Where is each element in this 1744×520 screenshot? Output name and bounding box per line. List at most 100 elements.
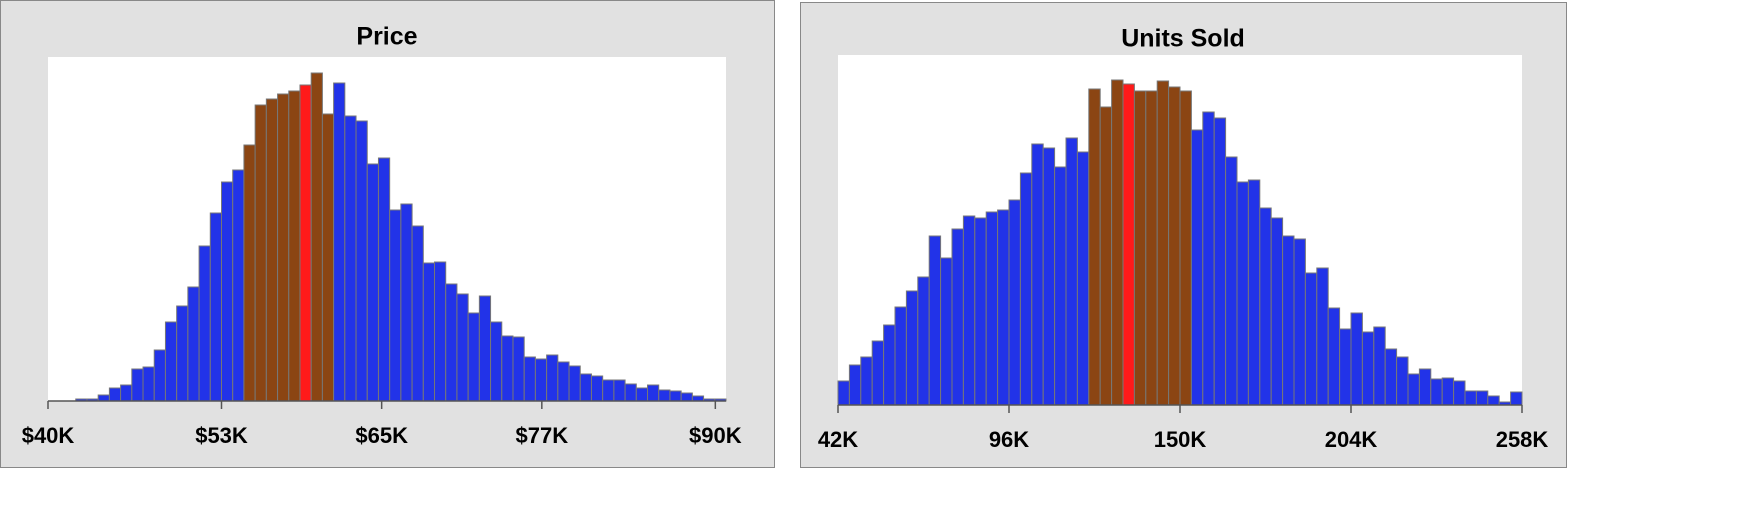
bar [1407,373,1420,406]
bar [209,212,223,402]
x-tick-label: $53K [195,423,248,448]
x-tick-label: 204K [1325,427,1378,452]
bar [860,356,873,406]
bar [187,286,200,402]
x-tick-label: 258K [1496,427,1549,452]
bar [669,390,682,402]
bar [1088,88,1101,406]
bar [232,169,245,402]
bar [400,203,413,402]
bar [951,228,964,406]
bar [1282,235,1295,406]
bar [997,209,1010,406]
x-tick-label: $65K [355,423,408,448]
bar [985,211,999,406]
bar [1373,326,1386,406]
bar [1008,199,1021,406]
bar [1145,90,1158,406]
bar [1293,238,1306,406]
bar [243,144,256,402]
bar [837,380,850,406]
bar [1076,151,1090,406]
bar [467,312,480,402]
bar [894,306,907,406]
x-tick-label: $77K [516,423,569,448]
bar [1042,147,1056,406]
bar [1304,272,1318,406]
bar [310,72,323,402]
bar [164,321,178,402]
bar [1487,395,1500,406]
bar [624,383,637,402]
x-tick-label: $40K [22,423,75,448]
bar [355,120,368,402]
bar [344,115,357,402]
bar [198,245,211,402]
x-tick-label: 42K [818,427,858,452]
bar [321,113,335,402]
bar [1339,328,1352,406]
bar [1270,217,1284,406]
bar [411,225,424,402]
x-tick-label: 150K [1154,427,1207,452]
bar [917,276,930,406]
bar [1453,380,1466,406]
bar [1464,390,1477,406]
bar [1259,207,1272,406]
bar [635,387,649,402]
bar [333,82,346,402]
x-tick-label: $90K [689,423,742,448]
bar [1430,378,1443,406]
bar [1418,368,1432,406]
bar [1510,391,1523,406]
bar [1475,390,1489,406]
bar [1111,79,1124,406]
x-tick-label: 96K [989,427,1029,452]
bar [377,157,391,402]
bar [142,366,155,402]
bar [1247,179,1261,406]
bar [1213,117,1227,406]
bar [534,358,548,402]
bar [905,290,919,406]
bar [1054,166,1067,406]
bar [602,379,615,402]
bar [658,389,671,402]
bar [613,379,626,402]
bar [254,104,267,402]
bar [120,384,133,402]
bar [153,349,166,402]
bar [1179,90,1192,406]
bar [928,235,942,406]
bar [1236,181,1249,406]
bar [490,321,503,402]
bar [366,163,379,402]
bar [478,295,492,402]
bar [422,262,436,402]
bar [647,384,660,402]
bar [1122,83,1135,406]
bar [962,215,976,406]
bar [1156,80,1170,406]
bar [1099,106,1113,406]
bar [1031,143,1044,406]
bar [501,335,514,402]
bar [97,394,110,402]
bar [1361,331,1375,406]
bar [1384,348,1398,406]
bar [579,373,592,402]
bar [456,293,469,402]
bar [848,364,862,406]
bar [1133,90,1147,406]
bar [277,93,290,402]
bar [523,356,536,402]
bar [108,387,122,402]
bar [1350,312,1363,406]
bar [1202,111,1215,406]
bar [1190,129,1204,406]
bar [568,365,581,402]
bar [546,354,559,402]
chart-title: Units Sold [1121,25,1245,53]
bar [288,90,301,402]
